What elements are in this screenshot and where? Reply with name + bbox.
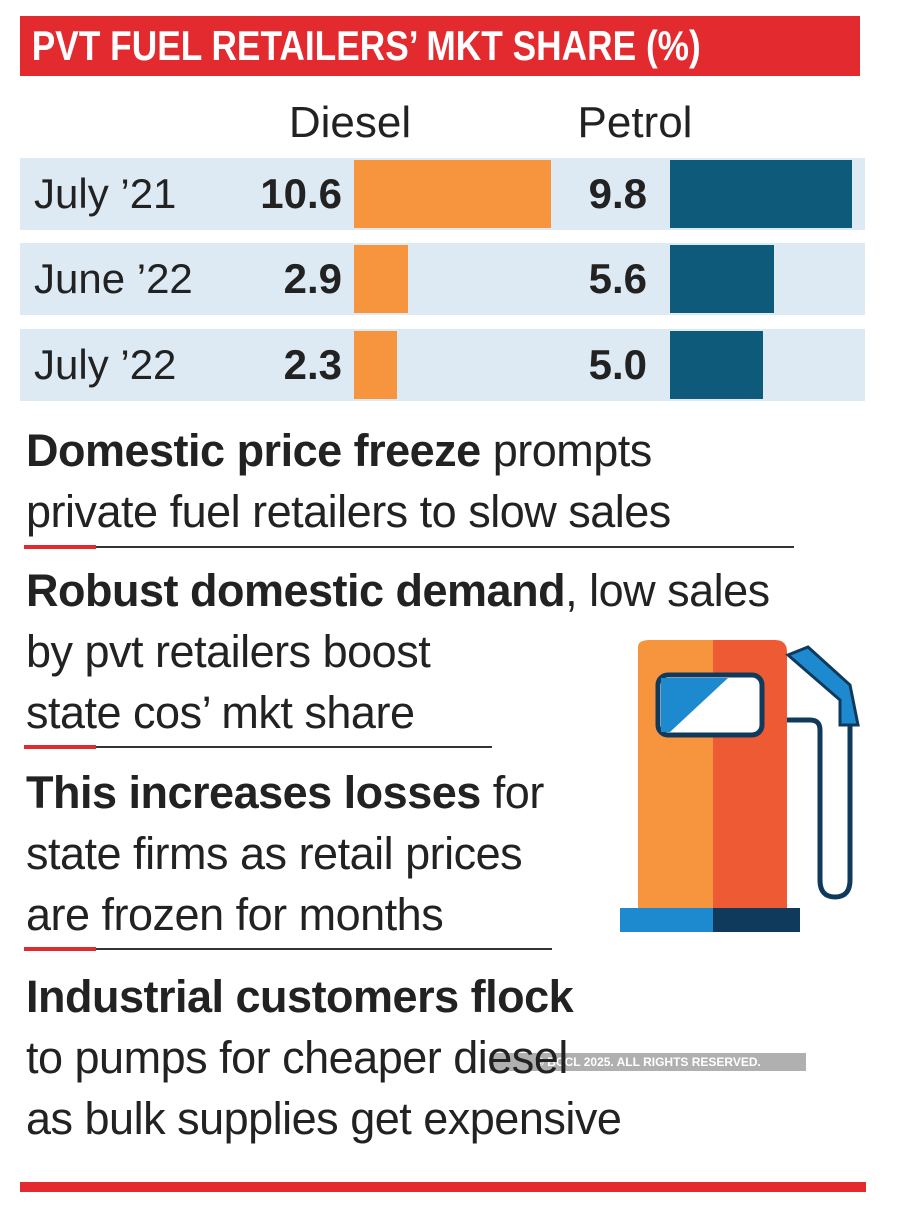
point-line: private fuel retailers to slow sales bbox=[26, 486, 671, 537]
value-label: 2.3 bbox=[283, 341, 342, 388]
point-line: to pumps for cheaper diesel bbox=[26, 1032, 568, 1083]
point-highlight: Industrial customers flock bbox=[26, 971, 574, 1022]
copyright: © BCCL 2025. ALL RIGHTS RESERVED. bbox=[490, 1053, 806, 1071]
separator-accent bbox=[24, 947, 96, 951]
separator bbox=[26, 546, 794, 548]
point-line: state firms as retail prices bbox=[26, 828, 523, 879]
legend-header: Petrol bbox=[577, 98, 693, 147]
point-highlight: Robust domestic demand bbox=[26, 565, 566, 616]
value-label: 2.9 bbox=[283, 255, 342, 302]
fuel-pump-icon bbox=[620, 640, 860, 932]
point-text: Industrial customers flock to pumps for c… bbox=[26, 966, 622, 1149]
row-label: July ’21 bbox=[34, 170, 177, 217]
point-text: This increases losses for state firms as … bbox=[26, 762, 544, 945]
bar bbox=[670, 331, 763, 399]
title-text: PVT FUEL RETAILERS’ MKT SHARE (%) bbox=[31, 22, 701, 69]
point-highlight: Domestic price freeze bbox=[26, 425, 481, 476]
point-text: Domestic price freeze prompts private fue… bbox=[26, 420, 671, 542]
bar bbox=[670, 245, 775, 313]
value-label: 10.6 bbox=[260, 170, 342, 217]
separator bbox=[26, 746, 492, 748]
bottom-rule bbox=[20, 1182, 866, 1192]
chart-title: PVT FUEL RETAILERS’ MKT SHARE (%) bbox=[20, 16, 860, 76]
point-line: , low sales bbox=[565, 565, 770, 616]
point-text: Robust domestic demand, low sales by pvt … bbox=[26, 560, 770, 743]
row-label: June ’22 bbox=[34, 255, 193, 302]
point-line: prompts bbox=[480, 425, 653, 476]
bar bbox=[354, 160, 552, 228]
point-line: by pvt retailers boost bbox=[26, 626, 431, 677]
value-label: 5.0 bbox=[588, 341, 647, 388]
point-line: are frozen for months bbox=[26, 889, 444, 940]
value-label: 5.6 bbox=[588, 255, 647, 302]
bar bbox=[670, 160, 853, 228]
separator-accent bbox=[24, 545, 96, 549]
bar bbox=[354, 331, 397, 399]
point-line: as bulk supplies get expensive bbox=[26, 1093, 622, 1144]
row-label: July ’22 bbox=[34, 341, 177, 388]
legend-header: Diesel bbox=[288, 98, 412, 147]
point-line: state cos’ mkt share bbox=[26, 687, 415, 738]
bar bbox=[354, 245, 408, 313]
point-line: for bbox=[480, 767, 545, 818]
separator bbox=[26, 948, 552, 950]
title-band: PVT FUEL RETAILERS’ MKT SHARE (%) bbox=[20, 16, 860, 76]
point-highlight: This increases losses bbox=[26, 767, 481, 818]
separator-accent bbox=[24, 745, 96, 749]
value-label: 9.8 bbox=[588, 170, 647, 217]
